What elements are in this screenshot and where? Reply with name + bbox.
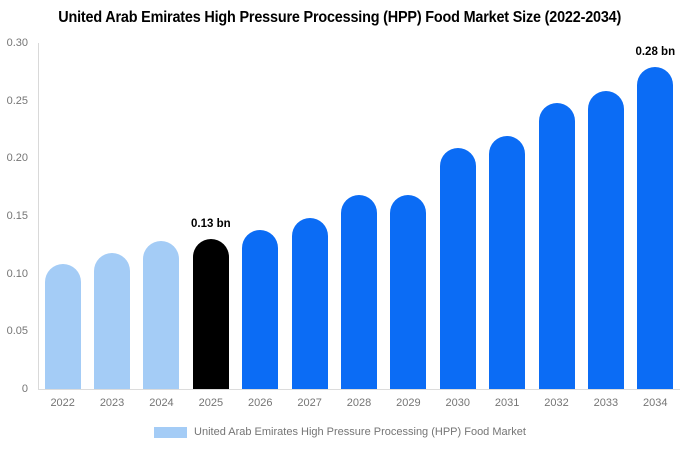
y-axis-line — [38, 43, 39, 389]
x-axis-tick-label: 2022 — [50, 397, 75, 409]
x-axis-tick-label: 2032 — [544, 397, 569, 409]
x-axis-tick-label: 2029 — [396, 397, 421, 409]
y-axis-tick-label: 0.10 — [6, 267, 28, 280]
bar — [94, 252, 131, 389]
legend-swatch — [154, 426, 188, 438]
bar — [143, 241, 180, 389]
y-axis-tick-label: 0.05 — [6, 325, 28, 338]
legend: United Arab Emirates High Pressure Proce… — [0, 426, 680, 438]
bar — [44, 264, 81, 389]
bar — [192, 239, 229, 389]
x-axis-line — [38, 389, 680, 390]
x-axis-tick-label: 2024 — [149, 397, 174, 409]
bar — [489, 136, 526, 389]
x-axis-tick-label: 2033 — [593, 397, 619, 409]
y-axis-tick-label: 0.25 — [6, 94, 28, 107]
chart-title-text: United Arab Emirates High Pressure Proce… — [58, 9, 622, 26]
bar — [587, 91, 624, 389]
y-axis-tick-label: 0.20 — [6, 152, 28, 165]
x-axis-tick-label: 2026 — [247, 397, 273, 409]
y-axis-tick-label: 0.15 — [6, 210, 28, 222]
bar — [291, 218, 328, 389]
bar — [439, 147, 476, 389]
bar — [538, 102, 575, 389]
legend-label: United Arab Emirates High Pressure Proce… — [194, 426, 526, 438]
x-axis-tick-label: 2025 — [198, 397, 224, 409]
x-axis-tick-label: 2034 — [643, 397, 668, 409]
bar — [341, 195, 377, 389]
y-axis-tick-label: 0 — [21, 383, 28, 395]
x-axis-tick-label: 2023 — [99, 397, 125, 409]
bar — [242, 229, 279, 389]
chart-title: United Arab Emirates High Pressure Proce… — [0, 9, 680, 27]
bar-value-label: 0.13 bn — [191, 218, 231, 231]
bar — [390, 195, 427, 389]
y-axis-tick-label: 0.30 — [6, 37, 28, 49]
bar — [637, 67, 674, 389]
bar-value-label: 0.28 bn — [635, 46, 676, 59]
x-axis-tick-label: 2030 — [445, 397, 470, 409]
x-axis-tick-label: 2031 — [494, 397, 520, 409]
x-axis-tick-label: 2027 — [297, 397, 322, 409]
x-axis-tick-label: 2028 — [346, 397, 372, 409]
